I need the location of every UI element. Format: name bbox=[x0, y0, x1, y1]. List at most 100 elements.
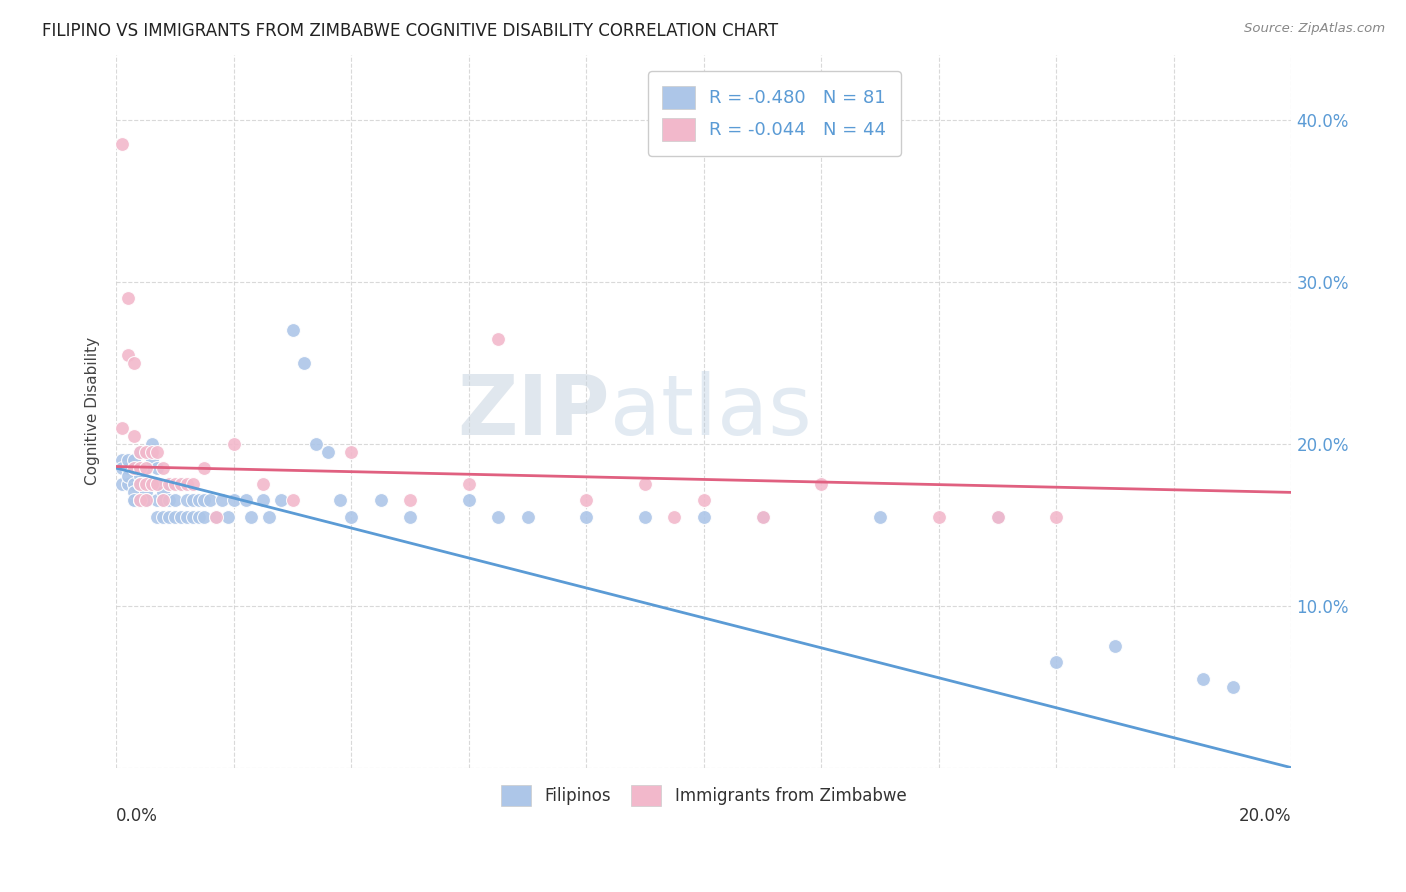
Point bbox=[122, 477, 145, 491]
Text: ZIP: ZIP bbox=[457, 371, 610, 452]
Point bbox=[457, 477, 479, 491]
Point bbox=[117, 348, 139, 362]
Point bbox=[575, 493, 598, 508]
Point bbox=[157, 477, 180, 491]
Point bbox=[141, 477, 163, 491]
Point bbox=[163, 509, 186, 524]
Point bbox=[122, 356, 145, 370]
Point bbox=[135, 493, 157, 508]
Point bbox=[170, 477, 193, 491]
Point bbox=[329, 493, 352, 508]
Point bbox=[222, 493, 245, 508]
Point bbox=[117, 291, 139, 305]
Point bbox=[157, 477, 180, 491]
Point bbox=[370, 493, 392, 508]
Point bbox=[135, 445, 157, 459]
Point bbox=[157, 493, 180, 508]
Point bbox=[399, 493, 422, 508]
Point bbox=[217, 509, 239, 524]
Point bbox=[117, 453, 139, 467]
Point bbox=[222, 437, 245, 451]
Point bbox=[152, 509, 174, 524]
Point bbox=[128, 445, 150, 459]
Point bbox=[181, 509, 204, 524]
Text: 20.0%: 20.0% bbox=[1239, 807, 1292, 825]
Point bbox=[176, 477, 198, 491]
Point bbox=[135, 477, 157, 491]
Point bbox=[928, 509, 950, 524]
Point bbox=[1222, 680, 1244, 694]
Point bbox=[135, 485, 157, 500]
Point bbox=[135, 493, 157, 508]
Point bbox=[117, 461, 139, 475]
Point bbox=[869, 509, 891, 524]
Point bbox=[987, 509, 1010, 524]
Point bbox=[152, 461, 174, 475]
Text: atlas: atlas bbox=[610, 371, 811, 452]
Point bbox=[146, 477, 169, 491]
Point bbox=[340, 445, 363, 459]
Point bbox=[292, 356, 315, 370]
Point bbox=[187, 509, 209, 524]
Point bbox=[486, 509, 509, 524]
Point bbox=[181, 477, 204, 491]
Point bbox=[128, 469, 150, 483]
Point bbox=[316, 445, 339, 459]
Point bbox=[170, 477, 193, 491]
Point bbox=[122, 485, 145, 500]
Point bbox=[399, 509, 422, 524]
Point bbox=[170, 509, 193, 524]
Point bbox=[122, 493, 145, 508]
Point bbox=[575, 509, 598, 524]
Point bbox=[181, 493, 204, 508]
Point bbox=[281, 493, 304, 508]
Point bbox=[135, 477, 157, 491]
Point bbox=[235, 493, 257, 508]
Point bbox=[128, 461, 150, 475]
Point bbox=[128, 477, 150, 491]
Point bbox=[751, 509, 773, 524]
Point bbox=[111, 453, 134, 467]
Point bbox=[176, 493, 198, 508]
Point bbox=[146, 509, 169, 524]
Point bbox=[117, 469, 139, 483]
Point bbox=[111, 420, 134, 434]
Point bbox=[211, 493, 233, 508]
Point bbox=[810, 477, 832, 491]
Point bbox=[193, 509, 215, 524]
Point bbox=[457, 493, 479, 508]
Point bbox=[516, 509, 538, 524]
Point bbox=[122, 493, 145, 508]
Point bbox=[128, 493, 150, 508]
Point bbox=[128, 477, 150, 491]
Point bbox=[193, 461, 215, 475]
Y-axis label: Cognitive Disability: Cognitive Disability bbox=[86, 337, 100, 485]
Point bbox=[122, 428, 145, 442]
Point bbox=[117, 477, 139, 491]
Text: Source: ZipAtlas.com: Source: ZipAtlas.com bbox=[1244, 22, 1385, 36]
Point bbox=[693, 493, 716, 508]
Point bbox=[146, 461, 169, 475]
Point bbox=[111, 477, 134, 491]
Point bbox=[693, 509, 716, 524]
Point bbox=[141, 453, 163, 467]
Point bbox=[1192, 672, 1215, 686]
Point bbox=[152, 485, 174, 500]
Point bbox=[200, 493, 222, 508]
Point bbox=[987, 509, 1010, 524]
Text: FILIPINO VS IMMIGRANTS FROM ZIMBABWE COGNITIVE DISABILITY CORRELATION CHART: FILIPINO VS IMMIGRANTS FROM ZIMBABWE COG… bbox=[42, 22, 779, 40]
Point bbox=[257, 509, 280, 524]
Point bbox=[193, 493, 215, 508]
Point bbox=[205, 509, 228, 524]
Point bbox=[111, 461, 134, 475]
Point bbox=[176, 509, 198, 524]
Point bbox=[135, 461, 157, 475]
Point bbox=[240, 509, 263, 524]
Point bbox=[111, 137, 134, 152]
Point bbox=[270, 493, 292, 508]
Point bbox=[486, 332, 509, 346]
Point bbox=[146, 445, 169, 459]
Point bbox=[146, 493, 169, 508]
Point bbox=[141, 437, 163, 451]
Point bbox=[163, 493, 186, 508]
